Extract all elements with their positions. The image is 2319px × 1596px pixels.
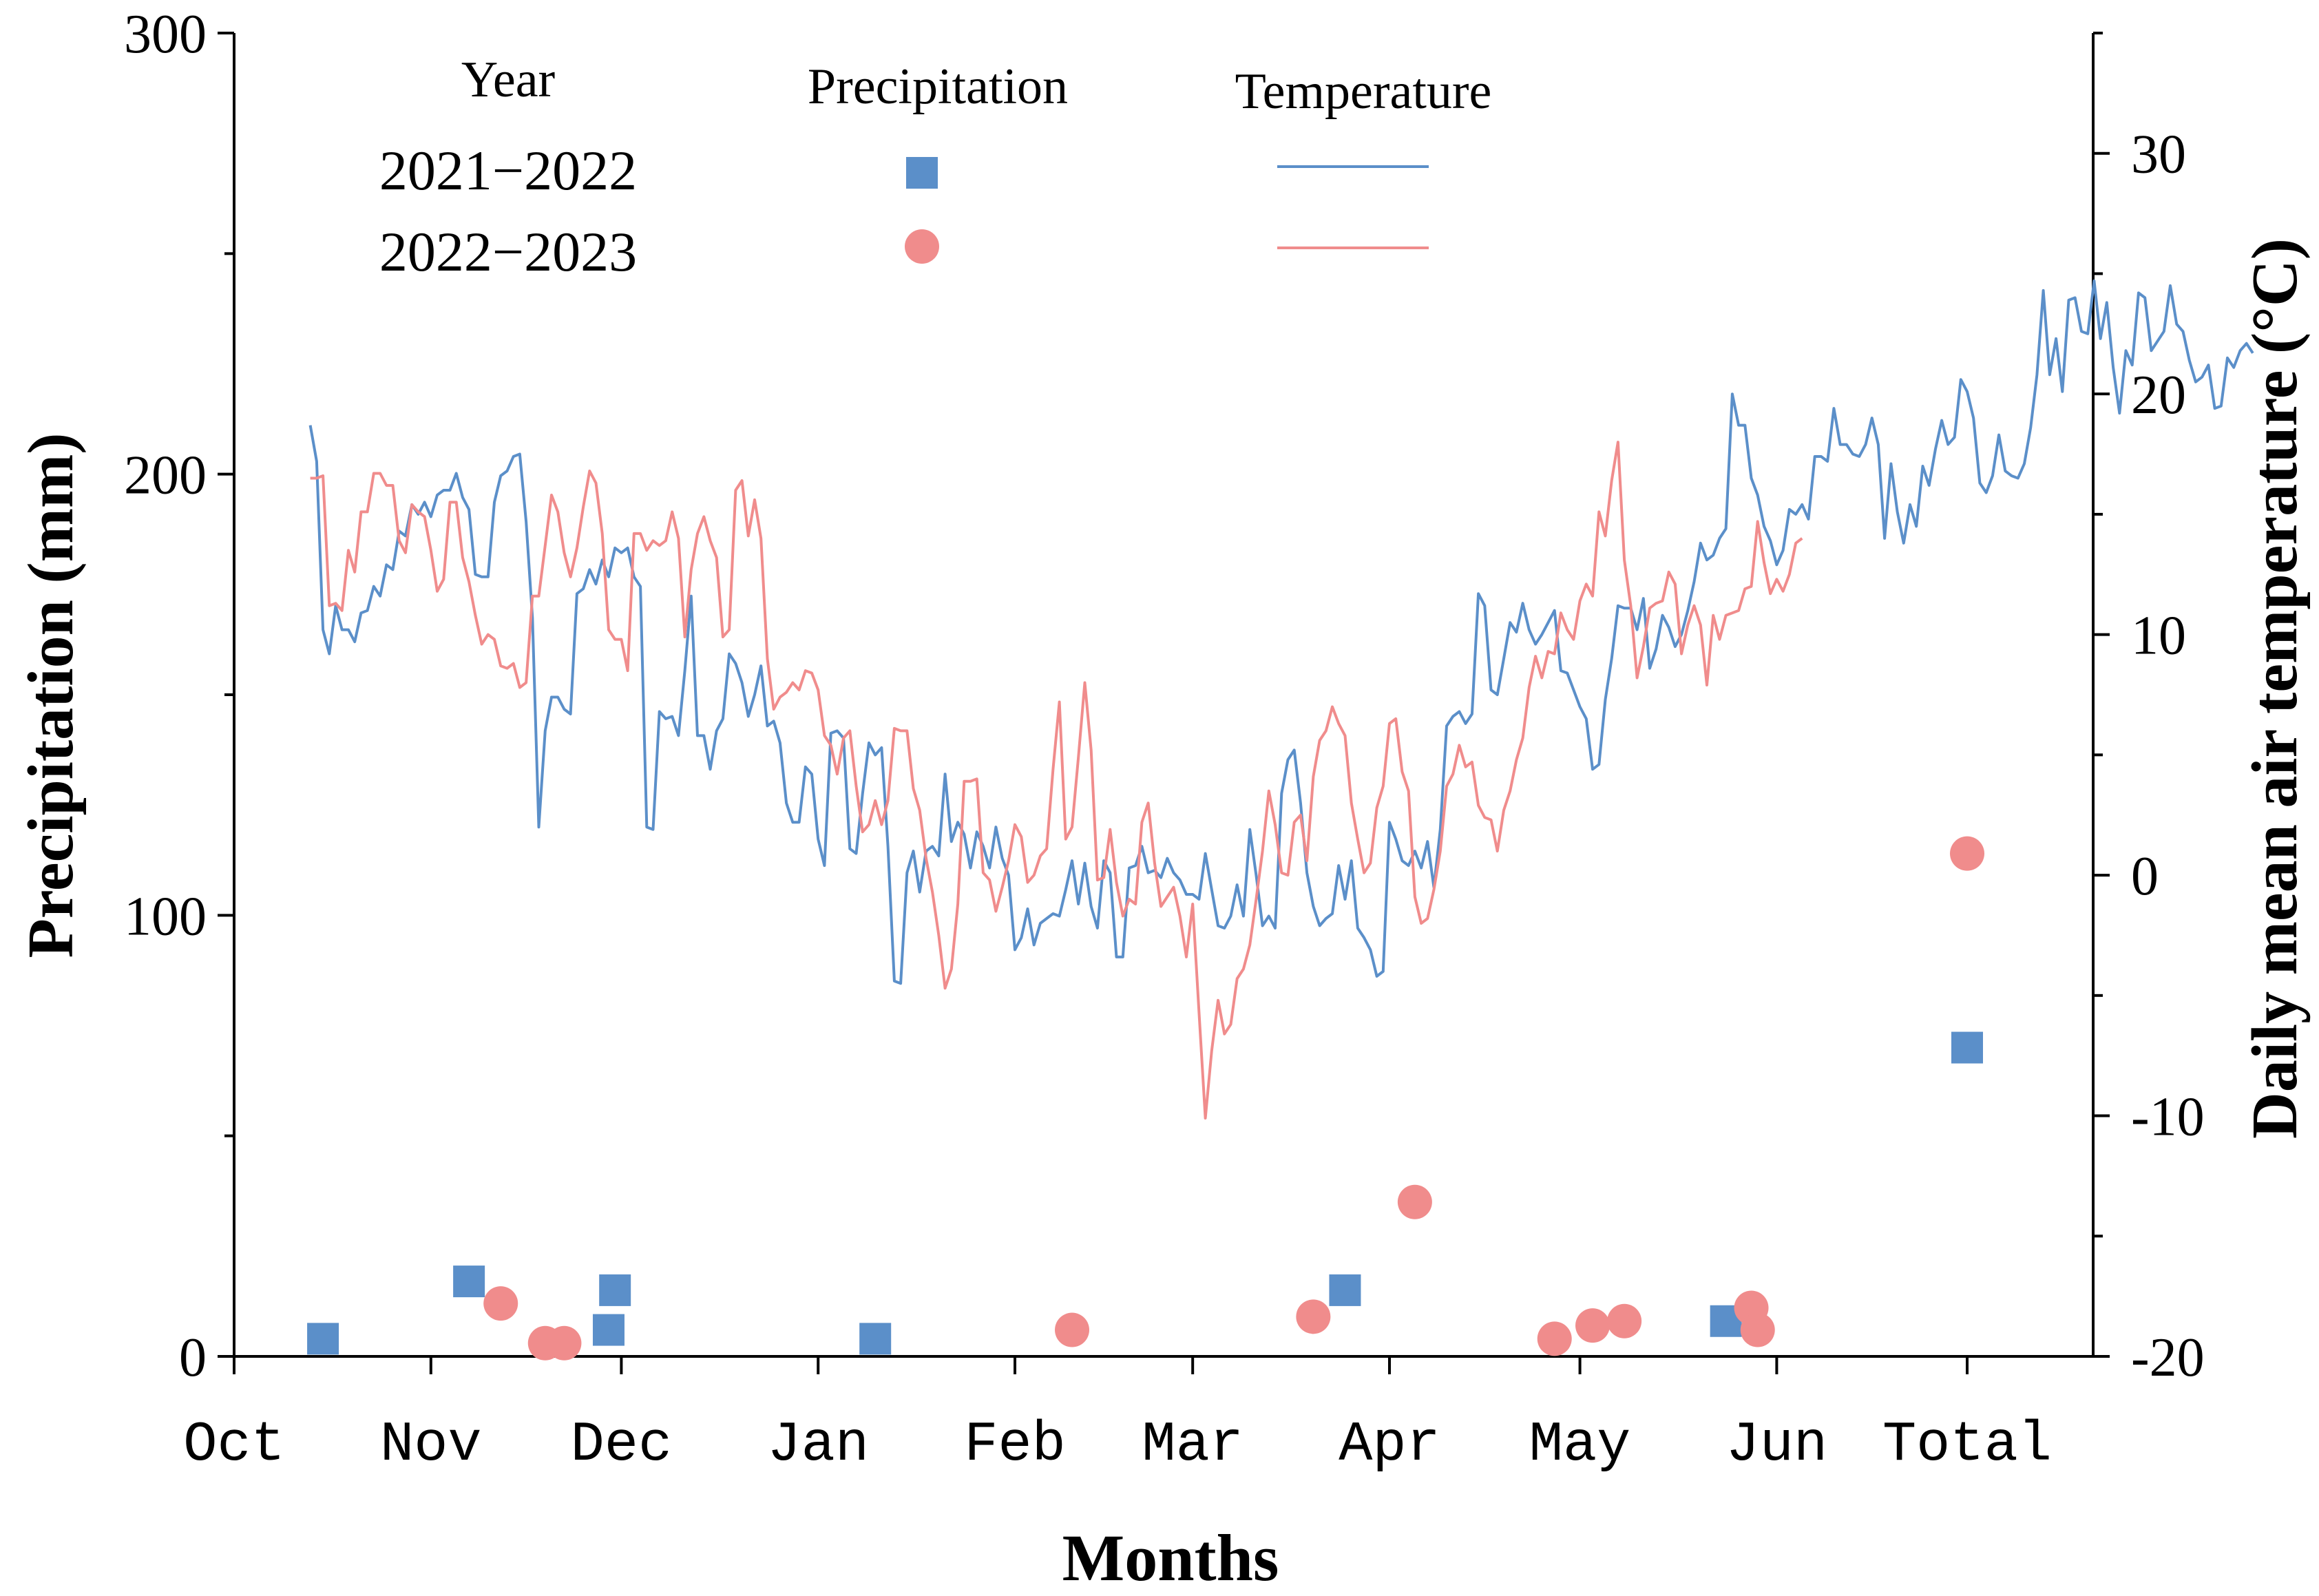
x-axis-ticks: Oct Nov Dec Jan Feb Mar Apr May Jun Total bbox=[183, 1356, 2052, 1477]
legend-series2-marker bbox=[905, 229, 939, 264]
x-tick-label: Jun bbox=[1726, 1413, 1828, 1477]
precip-point-series-1 bbox=[592, 1314, 625, 1346]
temperature-line-series-1 bbox=[308, 279, 2254, 985]
right-axis-title: Daily mean air temperature (°C) bbox=[2239, 238, 2311, 1139]
precip-point-series-2 bbox=[1397, 1184, 1432, 1219]
right-tick-label: 30 bbox=[2131, 125, 2186, 185]
precip-point-series-1 bbox=[599, 1274, 631, 1306]
precip-point-series-2 bbox=[1607, 1303, 1642, 1338]
precip-point-series-2 bbox=[1537, 1321, 1572, 1356]
precip-point-series-2 bbox=[547, 1325, 582, 1361]
right-tick-label: -10 bbox=[2131, 1087, 2205, 1148]
x-tick-label: Dec bbox=[571, 1413, 673, 1477]
temperature-line-series-2 bbox=[310, 441, 1803, 1120]
legend-temp-header: Temperature bbox=[1235, 63, 1492, 120]
precip-point-series-1 bbox=[307, 1323, 339, 1355]
x-tick-label: Nov bbox=[380, 1413, 482, 1477]
legend: Year Precipitation Temperature 2021−2022… bbox=[379, 52, 1492, 283]
right-tick-label: 10 bbox=[2131, 606, 2186, 666]
precip-point-series-2 bbox=[483, 1286, 518, 1321]
x-tick-label: May bbox=[1529, 1413, 1631, 1477]
left-axis-ticks: 0 100 200 300 bbox=[124, 4, 234, 1388]
precipitation-points bbox=[307, 836, 1984, 1361]
precip-point-series-2 bbox=[1575, 1308, 1610, 1343]
precip-point-series-2 bbox=[1296, 1299, 1331, 1334]
legend-series1-marker bbox=[906, 157, 938, 189]
right-axis-ticks: -20 -10 0 10 20 30 bbox=[2093, 32, 2205, 1388]
left-tick-label: 0 bbox=[179, 1327, 207, 1388]
left-tick-label: 100 bbox=[124, 886, 207, 947]
x-tick-label: Total bbox=[1882, 1413, 2052, 1477]
precip-point-series-1 bbox=[859, 1323, 892, 1355]
right-tick-label: 0 bbox=[2131, 846, 2159, 907]
right-tick-label: -20 bbox=[2131, 1327, 2205, 1388]
legend-year-header: Year bbox=[461, 52, 555, 108]
left-tick-label: 300 bbox=[124, 4, 207, 65]
x-tick-label: Jan bbox=[767, 1413, 869, 1477]
precip-total-point-series-2 bbox=[1950, 836, 1984, 871]
precip-point-series-1 bbox=[453, 1266, 485, 1298]
legend-series1-label: 2021−2022 bbox=[379, 139, 637, 202]
right-tick-label: 20 bbox=[2131, 365, 2186, 426]
left-axis-title: Precipitation (mm) bbox=[15, 432, 87, 958]
x-tick-label: Apr bbox=[1339, 1413, 1440, 1477]
temperature-lines bbox=[308, 279, 2254, 1120]
precip-total-point-series-1 bbox=[1951, 1031, 1983, 1064]
precip-point-series-2 bbox=[1740, 1312, 1775, 1347]
legend-precip-header: Precipitation bbox=[808, 59, 1068, 115]
x-tick-label: Feb bbox=[964, 1413, 1066, 1477]
x-axis-title: Months bbox=[1062, 1521, 1279, 1595]
x-tick-label: Oct bbox=[183, 1413, 285, 1477]
legend-series2-label: 2022−2023 bbox=[379, 220, 637, 283]
precip-point-series-1 bbox=[1329, 1274, 1361, 1306]
left-tick-label: 200 bbox=[124, 445, 207, 506]
x-tick-label: Mar bbox=[1142, 1413, 1244, 1477]
precip-point-series-2 bbox=[1055, 1312, 1090, 1347]
